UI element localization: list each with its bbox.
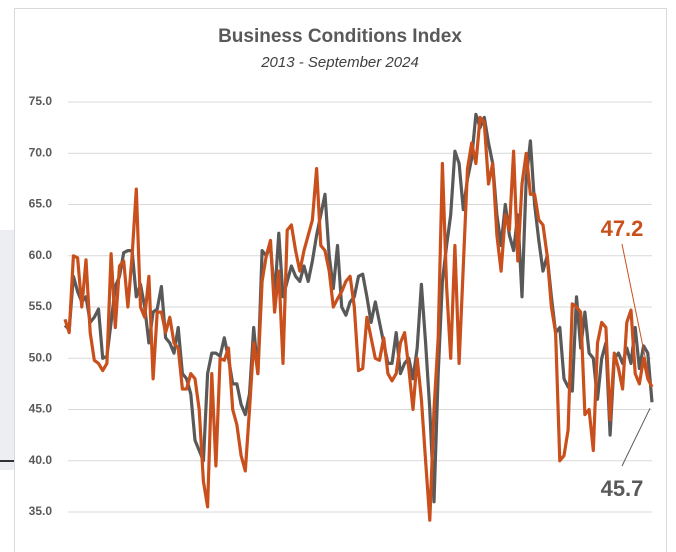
side-panel [0, 230, 14, 470]
y-tick-label: 35.0 [29, 504, 53, 518]
y-tick-label: 40.0 [29, 453, 53, 467]
end-label: 47.2 [601, 216, 644, 241]
end-label: 45.7 [601, 476, 644, 501]
y-tick-label: 70.0 [29, 145, 53, 159]
y-tick-label: 45.0 [29, 402, 53, 416]
chart-title: Business Conditions Index [218, 26, 462, 47]
y-tick-label: 50.0 [29, 350, 53, 364]
leader-line [621, 408, 651, 467]
y-tick-label: 60.0 [29, 248, 53, 262]
chart-subtitle: 2013 - September 2024 [260, 54, 419, 71]
series-line [63, 115, 654, 522]
y-tick-label: 75.0 [29, 94, 53, 108]
leader-line [621, 243, 651, 382]
y-tick-label: 55.0 [29, 299, 53, 313]
y-tick-label: 65.0 [29, 197, 53, 211]
